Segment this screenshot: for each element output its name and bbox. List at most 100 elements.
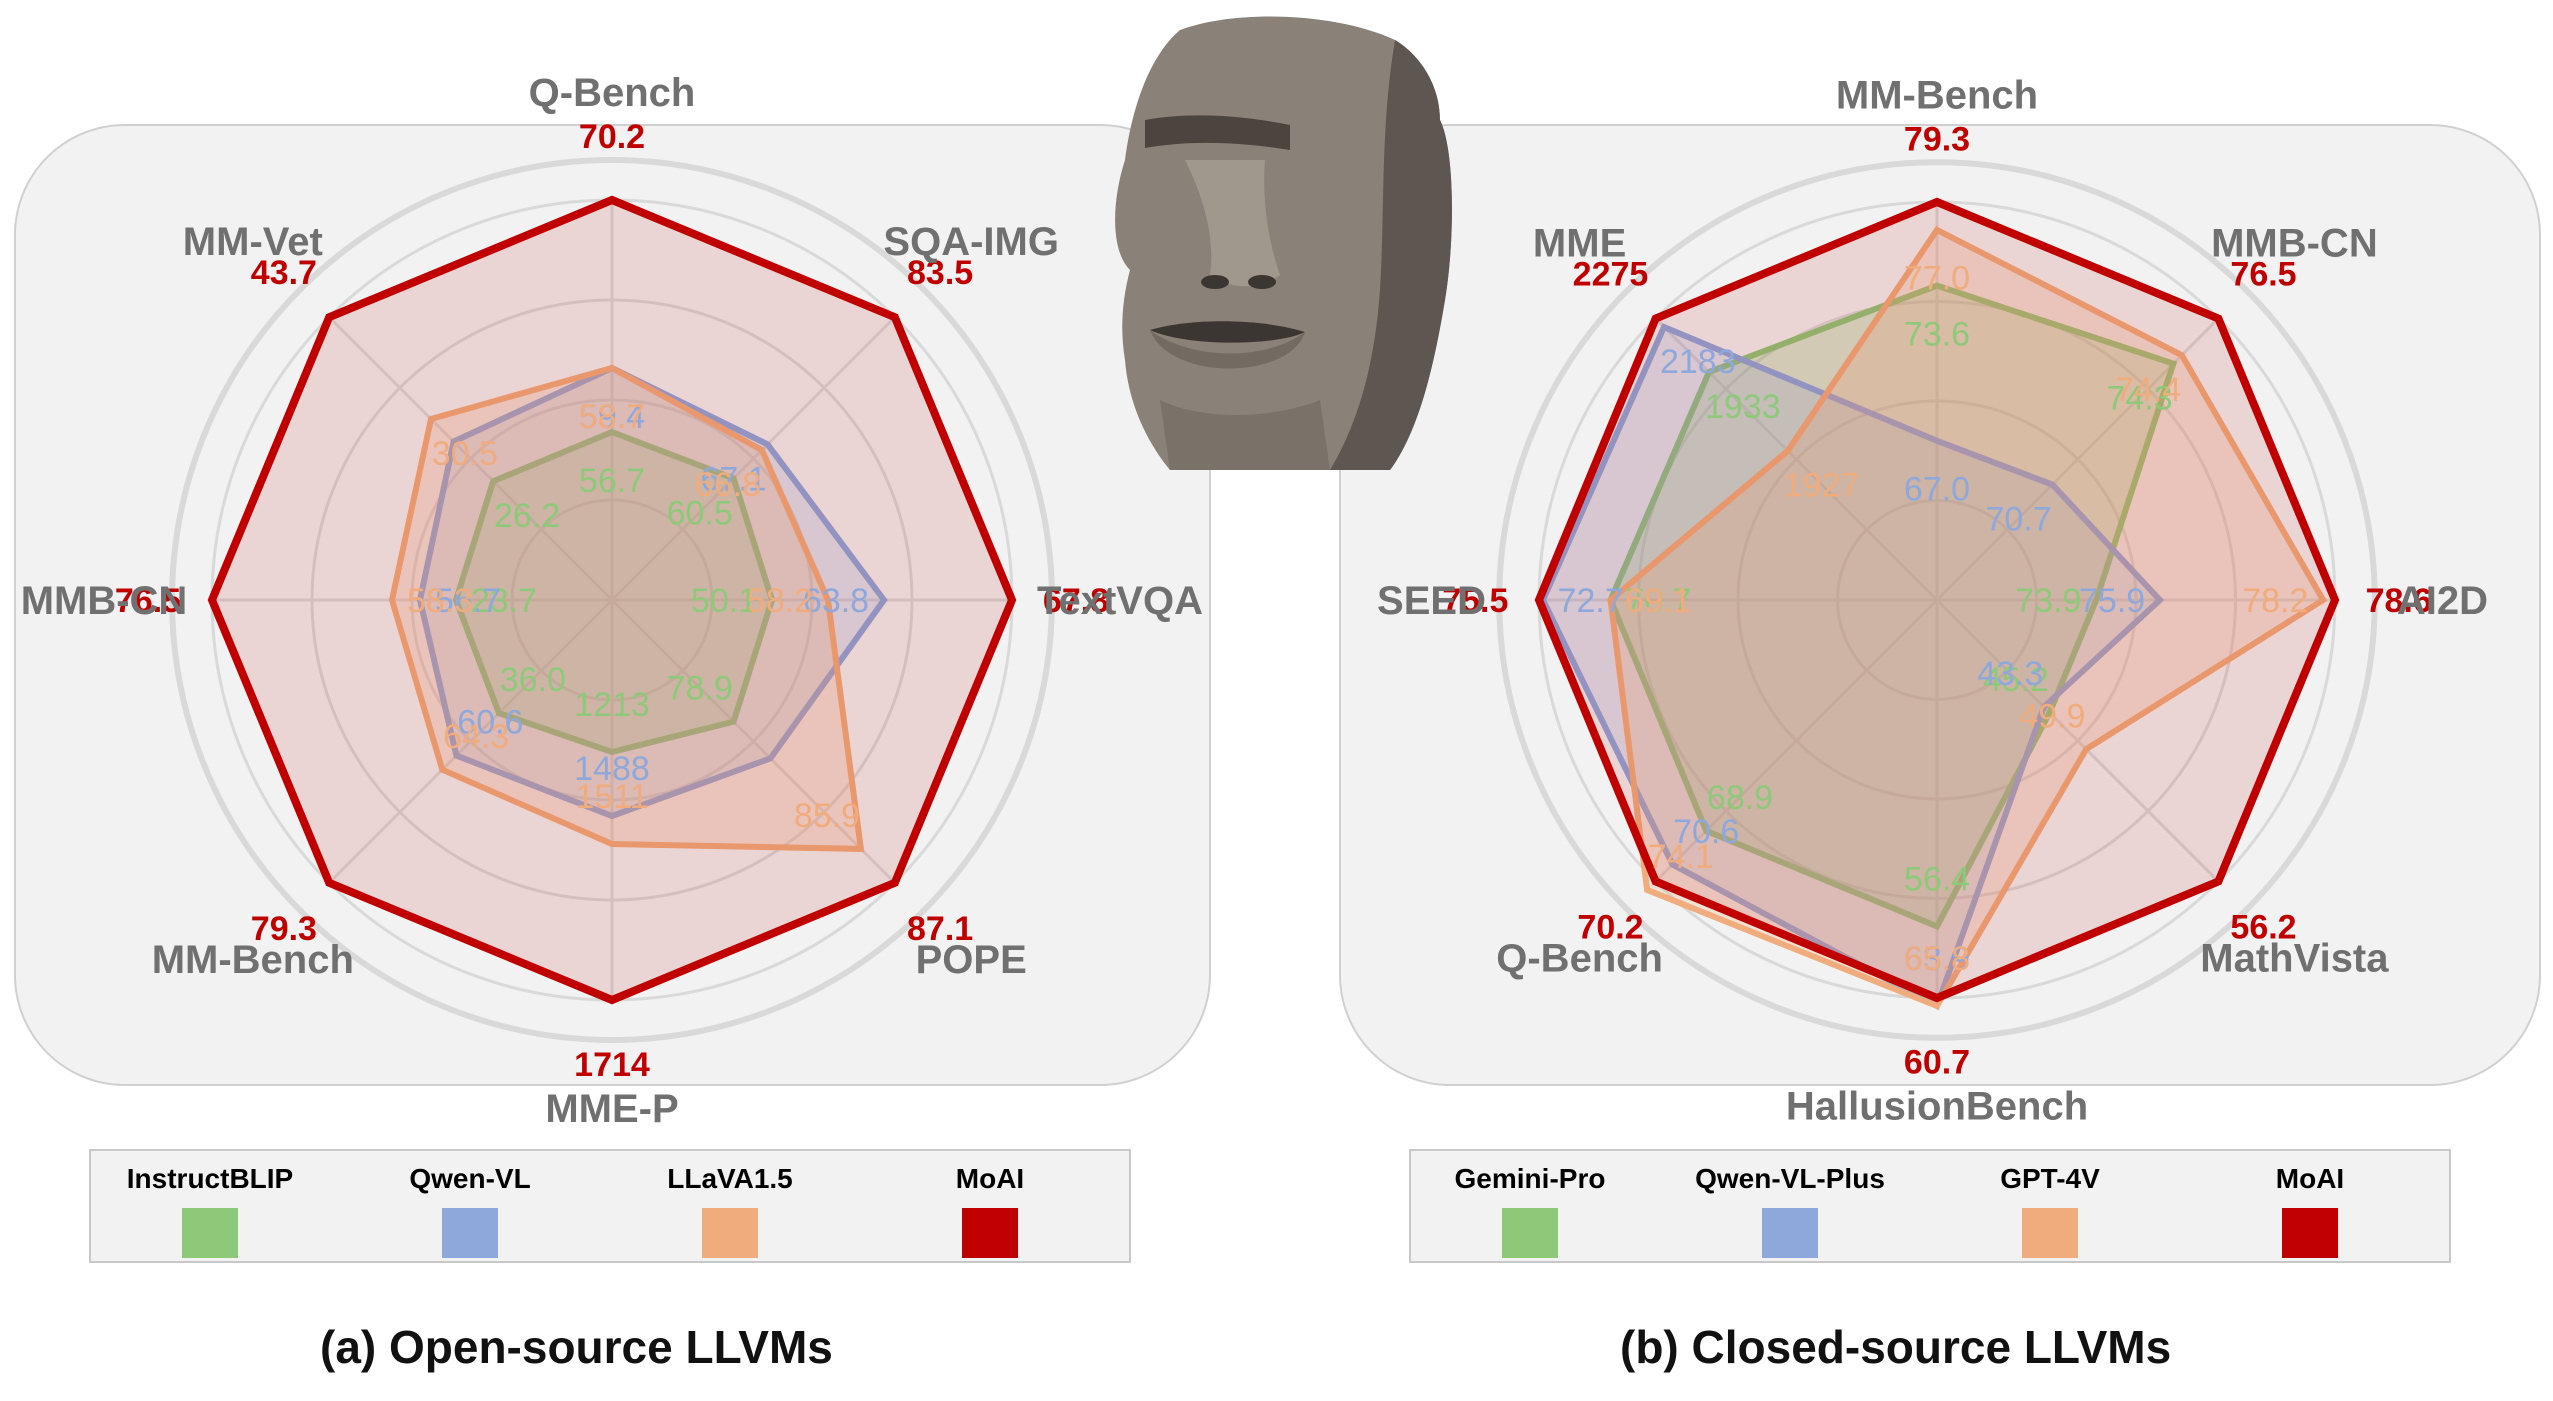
value-label-llava1-5-mm-bench: 64.3 xyxy=(443,718,509,756)
legend-swatch-instructblip xyxy=(182,1208,238,1258)
legend-b-box xyxy=(1409,1149,2451,1263)
axis-label-mathvista: MathVista xyxy=(2200,936,2389,980)
caption-closed-source: (b) Closed-source LLVMs xyxy=(1620,1321,2172,1373)
axis-label-ai2d: AI2D xyxy=(2397,579,2488,623)
value-label-moai-mme-p: 1714 xyxy=(574,1046,650,1084)
value-label-qwen-vl-mmb-cn: 56.7 xyxy=(435,582,501,620)
value-label-qwen-vl-sqa-img: 67.1 xyxy=(701,460,767,498)
value-label-instructblip-mmb-cn: 23.7 xyxy=(471,582,537,620)
value-label-moai-seed: 75.5 xyxy=(1442,582,1508,620)
value-label-gpt-4v-q-bench: 74.1 xyxy=(1648,838,1714,876)
axis-label-q-bench: Q-Bench xyxy=(1496,936,1663,980)
value-label-qwen-vl-plus-mm-bench: 67.0 xyxy=(1904,471,1970,509)
axis-spoke-mme xyxy=(1654,317,1939,602)
legend-swatch-qwen-vl xyxy=(442,1208,498,1258)
value-label-moai-mmb-cn: 76.5 xyxy=(115,582,181,620)
value-label-qwen-vl-plus-mme: 2183 xyxy=(1660,343,1736,381)
value-label-moai-mm-vet: 43.7 xyxy=(251,254,317,292)
axis-label-mm-bench: MM-Bench xyxy=(152,938,354,982)
legend-open-source: InstructBLIP Qwen-VL LLaVA1.5 MoAI xyxy=(127,1163,1024,1258)
legend-label-gpt-4v: GPT-4V xyxy=(2000,1163,2100,1194)
legend-swatch-llava1-5 xyxy=(702,1208,758,1258)
series-moai-polygon xyxy=(1534,197,2340,1003)
value-label-gemini-pro-q-bench: 68.9 xyxy=(1707,779,1773,817)
legend-swatch-gemini-pro xyxy=(1502,1208,1558,1258)
value-label-qwen-vl-plus-seed: 72.7 xyxy=(1558,582,1624,620)
value-label-llava1-5-mme-p: 1511 xyxy=(575,778,648,816)
value-label-gpt-4v-mm-bench: 77.0 xyxy=(1904,260,1970,298)
legend-label-llava1-5: LLaVA1.5 xyxy=(667,1163,793,1194)
caption-open-source: (a) Open-source LLVMs xyxy=(320,1321,833,1373)
value-label-gemini-pro-hallusionbench: 56.4 xyxy=(1904,861,1970,899)
value-label-llava1-5-pope: 85.9 xyxy=(794,797,860,835)
value-label-moai-mme: 2275 xyxy=(1573,256,1649,294)
value-label-moai-ai2d: 78.6 xyxy=(2366,582,2432,620)
legend-swatch-qwen-vl-plus xyxy=(1762,1208,1818,1258)
value-label-gpt-4v-mathvista: 49.9 xyxy=(2019,697,2085,735)
axis-spoke-mathvista xyxy=(1935,598,2220,883)
value-label-qwen-vl-textvqa: 63.8 xyxy=(803,582,869,620)
legend-label-moai: MoAI xyxy=(956,1163,1024,1194)
value-label-moai-sqa-img: 83.5 xyxy=(907,254,973,292)
legend-swatch-gpt-4v xyxy=(2022,1208,2078,1258)
axis-spoke-pope xyxy=(610,598,896,884)
axis-label-mm-bench: MM-Bench xyxy=(1836,74,2038,118)
value-label-gemini-pro-mathvista: 45.2 xyxy=(1983,661,2049,699)
value-label-moai-mm-bench: 79.3 xyxy=(1904,120,1970,158)
series-qwen-vl-polygon xyxy=(416,364,888,820)
value-label-instructblip-mm-vet: 26.2 xyxy=(494,497,560,535)
value-label-instructblip-mm-bench: 36.0 xyxy=(500,661,566,699)
moai-statue-icon xyxy=(1115,16,1452,470)
series-llava1-5-polygon xyxy=(388,364,865,852)
value-label-qwen-vl-q-bench: 59.4 xyxy=(579,398,645,436)
value-label-instructblip-mme-p: 1213 xyxy=(574,686,650,724)
series-instructblip-polygon xyxy=(452,428,776,756)
value-label-instructblip-q-bench: 56.7 xyxy=(579,462,645,500)
value-label-llava1-5-q-bench: 58.7 xyxy=(579,398,645,436)
value-label-qwen-vl-mm-bench: 60.6 xyxy=(457,704,523,742)
value-label-gemini-pro-mmb-cn: 74.3 xyxy=(2107,379,2173,417)
value-label-gpt-4v-hallusionbench: 65.8 xyxy=(1904,940,1970,978)
value-label-moai-q-bench: 70.2 xyxy=(579,118,645,156)
legend-closed-source: Gemini-Pro Qwen-VL-Plus GPT-4V MoAI xyxy=(1455,1163,2344,1258)
axis-spoke-mm-bench xyxy=(328,598,614,884)
axis-label-textvqa: TextVQA xyxy=(1037,579,1203,623)
axis-label-mmb-cn: MMB-CN xyxy=(21,579,188,623)
value-label-gemini-pro-seed: 70.7 xyxy=(1625,582,1691,620)
legend-label-gemini-pro: Gemini-Pro xyxy=(1455,1163,1606,1194)
value-label-qwen-vl-plus-q-bench: 70.6 xyxy=(1673,813,1739,851)
axis-spoke-q-bench xyxy=(1654,598,1939,883)
axis-spoke-mm-vet xyxy=(328,316,614,602)
value-label-instructblip-pope: 78.9 xyxy=(667,670,733,708)
value-label-qwen-vl-mme-p: 1488 xyxy=(574,750,650,788)
axis-label-sqa-img: SQA-IMG xyxy=(883,220,1059,264)
series-gemini-pro-polygon xyxy=(1607,282,2178,931)
value-label-moai-mmb-cn: 76.5 xyxy=(2230,256,2296,294)
value-label-moai-mm-bench: 79.3 xyxy=(251,910,317,948)
value-label-qwen-vl-plus-hallusionbench: 63.9 xyxy=(1904,940,1970,978)
series-gpt-4v-polygon xyxy=(1607,226,2328,1010)
value-label-instructblip-textvqa: 50.1 xyxy=(691,582,757,620)
value-label-qwen-vl-plus-mathvista: 43.3 xyxy=(1977,655,2043,693)
series-moai-polygon xyxy=(207,195,1017,1005)
legend-label-moai: MoAI xyxy=(2276,1163,2344,1194)
value-label-llava1-5-sqa-img: 66.8 xyxy=(695,466,761,504)
value-label-moai-textvqa: 67.8 xyxy=(1043,582,1109,620)
axis-label-q-bench: Q-Bench xyxy=(529,71,696,115)
radar-chart-closed-source: 73.6 74.3 73.9 45.2 56.4 68.9 70.7 1933 67.0 70.7… xyxy=(1377,74,2488,1129)
legend-label-instructblip: InstructBLIP xyxy=(127,1163,293,1194)
axis-label-seed: SEED xyxy=(1377,579,1486,623)
value-label-moai-mathvista: 56.2 xyxy=(2230,909,2296,947)
value-label-instructblip-sqa-img: 60.5 xyxy=(667,494,733,532)
value-label-gpt-4v-mmb-cn: 74.4 xyxy=(2115,371,2181,409)
grid-ring xyxy=(1496,159,2378,1041)
value-label-gemini-pro-mm-bench: 73.6 xyxy=(1904,315,1970,353)
axis-label-mmb-cn: MMB-CN xyxy=(2211,222,2378,266)
value-label-llava1-5-mm-vet: 30.5 xyxy=(432,435,498,473)
axis-label-mme: MME xyxy=(1533,222,1626,266)
axis-spoke-sqa-img xyxy=(610,316,896,602)
axis-label-mme-p: MME-P xyxy=(545,1087,678,1131)
value-label-moai-pope: 87.1 xyxy=(907,910,973,948)
